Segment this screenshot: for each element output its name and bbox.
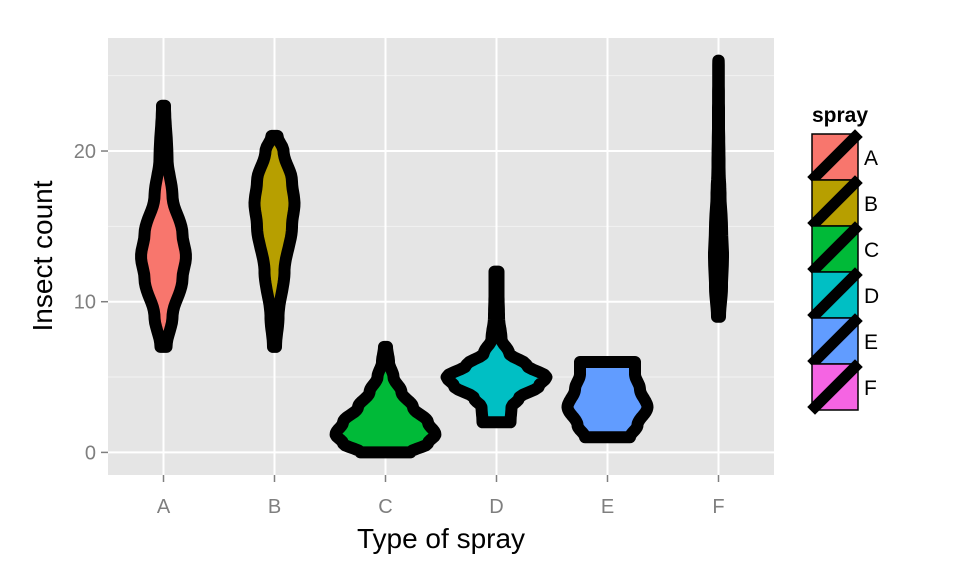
legend-key-slash [807,267,863,323]
legend-key-slash [807,359,863,415]
plot-panel [108,38,774,475]
violin-d [440,265,553,429]
legend-label: C [864,239,879,262]
legend-key-slash [807,175,863,231]
legend-item-e: E [807,313,878,369]
violin-b [248,129,301,353]
legend-item-d: D [807,267,879,323]
x-tick-label: F [712,496,724,518]
legend-label: B [864,193,878,216]
x-tick-label: C [378,496,392,518]
legend-key-slash [807,221,863,277]
y-tick-label: 20 [74,141,96,163]
legend-key-slash [807,313,863,369]
legend-label: F [864,377,877,400]
y-axis: 0 10 20 [74,141,108,464]
legend-item-b: B [807,175,878,231]
legend-label: A [864,147,878,170]
x-tick-label: E [601,496,614,518]
legend-key-slash [807,129,863,185]
legend-item-c: C [807,221,879,277]
legend-title: spray [812,104,868,127]
violin-c [329,340,442,459]
x-axis-title: Type of spray [357,523,525,554]
x-axis: A B C D E F [157,475,725,518]
y-tick-label: 10 [74,292,96,314]
violin-a [135,99,192,353]
x-tick-label: D [489,496,503,518]
legend-item-f: F [807,359,877,415]
y-axis-title: Insect count [27,180,58,331]
legend-label: D [864,285,879,308]
y-tick-label: 0 [85,442,96,464]
x-tick-label: A [157,496,171,518]
violin-f [708,54,729,323]
violins [135,54,729,459]
violin-e [561,356,654,444]
x-tick-label: B [268,496,281,518]
legend-label: E [864,331,878,354]
legend-item-a: A [807,129,878,185]
